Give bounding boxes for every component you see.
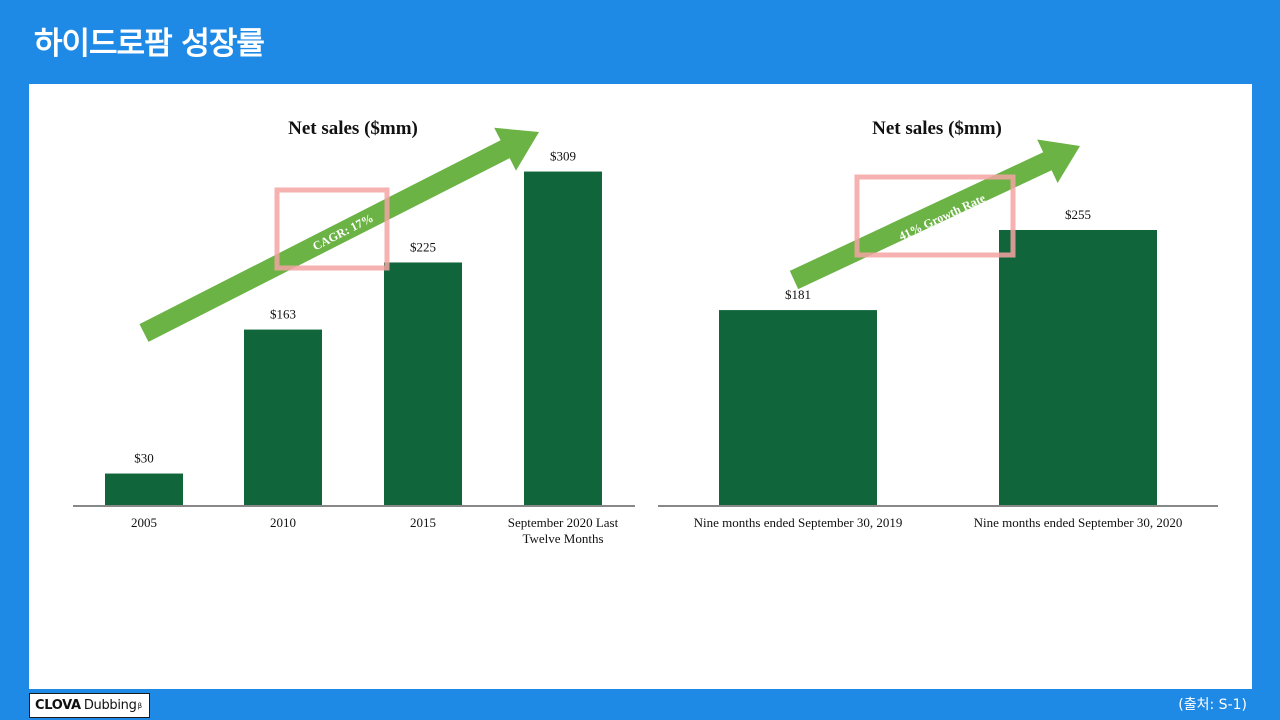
chart-1-category-label-4-line-1: September 2020 Last xyxy=(508,515,619,530)
chart-1-title: Net sales ($mm) xyxy=(288,118,418,139)
chart-1-growth-arrow xyxy=(139,127,539,342)
chart-1-category-label-1: 2005 xyxy=(131,515,157,530)
chart-2-value-label-1: $181 xyxy=(785,287,811,302)
chart-2-highlight-box xyxy=(854,174,1016,258)
chart-2-bar-1 xyxy=(719,310,877,506)
source-note: (출처: S-1) xyxy=(1178,697,1247,713)
chart-1-bar-3 xyxy=(384,262,462,506)
chart-2-category-label-1: Nine months ended September 30, 2019 xyxy=(694,515,903,530)
chart-1-value-label-1: $30 xyxy=(134,451,154,466)
chart-2-category-label-2: Nine months ended September 30, 2020 xyxy=(974,515,1183,530)
chart-1-bar-2 xyxy=(244,329,322,506)
chart-1-value-label-2: $163 xyxy=(270,307,296,322)
chart-1-category-label-3: 2015 xyxy=(410,515,436,530)
logo-mark: β xyxy=(137,701,143,710)
chart-1-category-label-2: 2010 xyxy=(270,515,296,530)
chart-1-value-label-4: $309 xyxy=(550,149,576,164)
chart-2-title: Net sales ($mm) xyxy=(872,118,1002,139)
chart-1-bar-1 xyxy=(105,473,183,506)
logo-product: Dubbing xyxy=(83,698,137,713)
chart-2-value-label-2: $255 xyxy=(1065,207,1091,222)
charts-svg: Net sales ($mm) $30 $163 $225 $309 2005 2010 20… xyxy=(73,118,1218,546)
chart-1-value-label-3: $225 xyxy=(410,239,436,254)
chart-1-category-label-4-line-2: Twelve Months xyxy=(522,531,603,546)
clova-dubbing-logo: CLOVA Dubbing β xyxy=(29,693,150,718)
chart-1-growth-label: CAGR: 17% xyxy=(310,211,375,254)
chart-2-bar-2 xyxy=(999,230,1157,506)
chart-panel: Net sales ($mm) $30 $163 $225 $309 2005 2010 20… xyxy=(29,84,1252,689)
logo-brand: CLOVA xyxy=(35,698,81,713)
chart-1-bar-4 xyxy=(524,171,602,506)
chart-1-highlight-box xyxy=(274,187,390,271)
page-title: 하이드로팜 성장률 xyxy=(34,26,265,62)
